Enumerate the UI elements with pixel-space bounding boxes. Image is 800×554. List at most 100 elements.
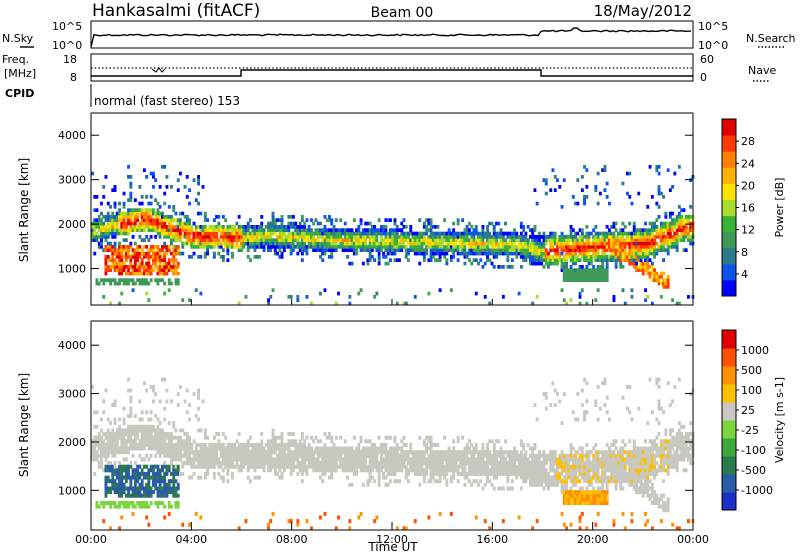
velocity-cell [513,446,517,451]
power-cell [592,271,596,276]
power-cell [357,291,361,296]
power-cell [380,238,383,242]
power-cell [271,228,275,232]
velocity-cell [382,457,386,462]
power-cell [434,248,437,252]
power-cell [377,251,381,256]
velocity-cell [208,446,212,451]
power-cell [154,245,158,249]
velocity-cell [120,439,124,444]
velocity-cell [382,471,386,476]
power-cell [136,208,140,212]
velocity-cell [332,468,336,473]
velocity-cell [328,475,331,480]
velocity-cell [138,439,142,444]
power-cell [104,271,108,276]
power-cell [384,261,388,266]
velocity-cell [280,471,284,476]
power-cell [172,231,176,236]
velocity-cell [111,453,115,458]
velocity-cell [233,453,237,458]
velocity-cell [348,453,352,458]
power-cell [524,238,528,242]
power-cell [574,258,577,262]
power-cell [325,228,329,232]
power-cell [384,248,388,252]
power-cell [102,231,106,236]
power-cell [499,241,503,246]
velocity-cell [115,504,119,509]
power-cell [565,248,568,252]
power-cell [630,251,634,256]
velocity-cell [142,490,146,495]
power-cell [201,225,205,229]
power-cell [158,255,162,259]
power-cell [515,235,519,239]
velocity-cell [434,468,437,473]
power-cell [648,228,652,232]
velocity-cell [522,479,526,484]
power-cell [635,265,638,269]
velocity-cell [145,504,149,509]
power-cell [605,255,609,259]
power-cell [531,238,535,242]
power-cell [513,251,517,256]
velocity-cell [192,471,196,476]
velocity-cell [463,468,467,473]
velocity-cell [129,446,133,451]
velocity-cell [348,461,352,466]
velocity-cell [438,464,442,469]
power-cell [100,245,103,249]
power-cell [276,245,279,249]
power-cell [133,255,137,259]
velocity-cell [267,461,270,466]
power-cell [474,241,478,246]
power-cell [255,231,259,236]
velocity-cell [282,450,286,455]
power-cell [192,221,196,226]
velocity-cell [298,442,302,447]
power-cell [262,228,266,232]
velocity-cell [303,442,307,447]
power-cell [452,235,456,239]
velocity-cell [492,471,496,476]
velocity-cell [303,468,307,473]
velocity-cell [176,439,180,444]
velocity-cell [443,435,447,440]
power-cell [641,231,645,236]
power-cell [111,231,115,236]
velocity-cell [142,439,146,444]
power-cell [601,261,605,266]
velocity-cell [147,468,151,473]
power-cell [217,251,221,256]
power-cell [556,258,559,262]
power-cell [215,231,219,236]
velocity-cell [474,468,478,473]
velocity-cell [91,442,94,447]
velocity-cell [185,457,189,462]
power-cell [300,228,304,232]
colorbar-swatch [722,151,736,168]
velocity-cell [170,453,173,458]
power-cell [273,218,277,222]
power-cell [212,235,216,239]
velocity-cell [490,482,494,487]
power-cell [181,241,185,246]
power-cell [578,275,582,279]
power-cell [666,241,670,246]
power-cell [289,235,293,239]
power-cell [578,248,582,252]
power-cell [188,298,191,302]
velocity-cell [154,428,158,433]
power-cell [612,231,616,236]
power-cell [465,255,469,259]
power-cell [136,265,140,269]
power-cell [434,231,437,236]
velocity-cell [104,457,108,462]
velocity-cell [481,461,485,466]
power-cell [519,221,523,226]
power-cell [416,251,419,256]
velocity-cell [508,471,512,476]
power-cell [429,228,433,232]
velocity-cell [531,526,535,531]
